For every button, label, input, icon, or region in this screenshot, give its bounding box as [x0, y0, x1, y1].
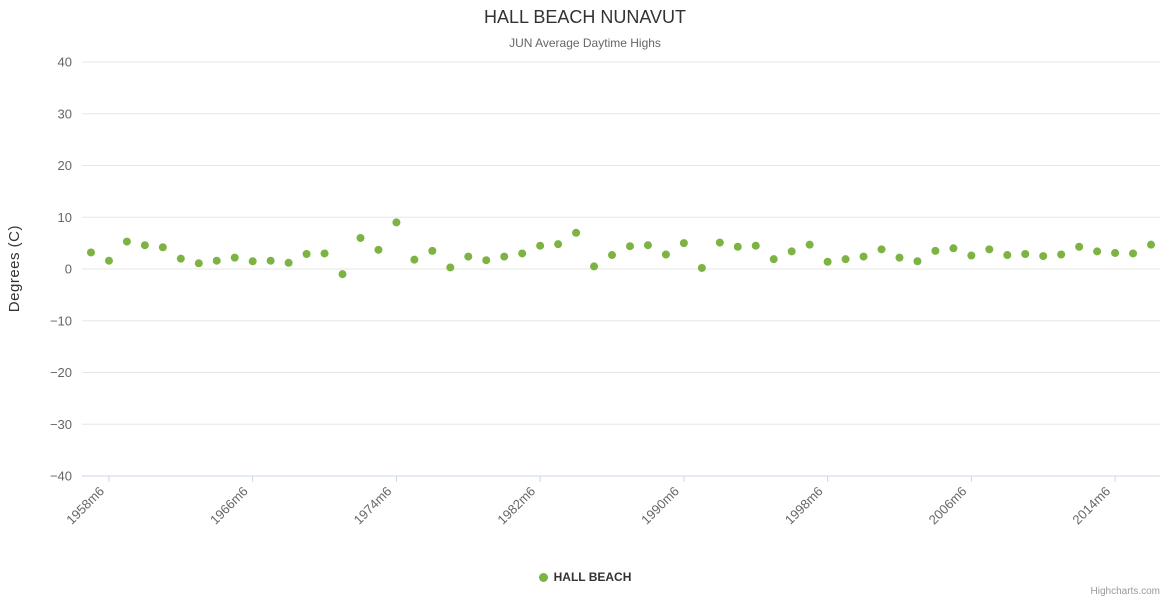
chart-title: HALL BEACH NUNAVUT — [483, 7, 687, 27]
data-point[interactable] — [122, 237, 131, 246]
y-tick-label: 10 — [58, 210, 72, 225]
data-point[interactable] — [500, 252, 509, 261]
data-point[interactable] — [590, 262, 599, 271]
legend: HALL BEACH — [0, 570, 1170, 584]
data-point[interactable] — [158, 243, 167, 252]
data-point[interactable] — [967, 251, 976, 260]
data-point[interactable] — [410, 255, 419, 264]
data-point[interactable] — [661, 250, 670, 259]
x-tick-label: 1966m6 — [207, 484, 251, 528]
data-point[interactable] — [212, 256, 221, 265]
data-point[interactable] — [482, 256, 491, 265]
data-point[interactable] — [518, 249, 527, 258]
data-point[interactable] — [320, 249, 329, 258]
data-point[interactable] — [823, 257, 832, 266]
y-tick-label: 40 — [58, 55, 72, 70]
x-tick-label: 1958m6 — [63, 484, 107, 528]
data-point[interactable] — [86, 248, 95, 257]
y-tick-label: 20 — [58, 158, 72, 173]
data-point[interactable] — [643, 241, 652, 250]
data-point[interactable] — [104, 256, 113, 265]
data-point[interactable] — [572, 228, 581, 237]
legend-marker-icon — [538, 572, 548, 582]
data-point[interactable] — [140, 241, 149, 250]
data-point[interactable] — [1003, 251, 1012, 260]
y-tick-label: −20 — [50, 365, 72, 380]
data-point[interactable] — [1111, 248, 1120, 257]
data-point[interactable] — [679, 239, 688, 248]
data-point[interactable] — [733, 242, 742, 251]
data-point[interactable] — [1129, 249, 1138, 258]
legend-item-hall-beach[interactable]: HALL BEACH — [538, 570, 632, 584]
data-point[interactable] — [895, 253, 904, 262]
data-point[interactable] — [554, 240, 563, 249]
data-point[interactable] — [1075, 242, 1084, 251]
data-point[interactable] — [1147, 240, 1156, 249]
data-point[interactable] — [931, 246, 940, 255]
data-point[interactable] — [985, 245, 994, 254]
data-point[interactable] — [608, 251, 617, 260]
data-point[interactable] — [859, 252, 868, 261]
data-point[interactable] — [338, 270, 347, 279]
data-point[interactable] — [751, 241, 760, 250]
data-point[interactable] — [356, 233, 365, 242]
data-point[interactable] — [464, 252, 473, 261]
data-point[interactable] — [841, 255, 850, 264]
x-tick-label: 2006m6 — [926, 484, 970, 528]
data-point[interactable] — [877, 245, 886, 254]
data-point[interactable] — [697, 263, 706, 272]
data-point[interactable] — [248, 257, 257, 266]
data-point[interactable] — [1093, 247, 1102, 256]
chart-subtitle: JUN Average Daytime Highs — [509, 36, 661, 50]
data-point[interactable] — [913, 257, 922, 266]
x-tick-label: 1974m6 — [351, 484, 395, 528]
highcharts-credit-link[interactable]: Highcharts.com — [1090, 586, 1160, 597]
data-point[interactable] — [805, 240, 814, 249]
data-point[interactable] — [284, 258, 293, 267]
data-point[interactable] — [1057, 250, 1066, 259]
x-tick-label: 1982m6 — [494, 484, 538, 528]
y-tick-label: −10 — [50, 313, 72, 328]
data-point[interactable] — [1021, 249, 1030, 258]
y-tick-label: −30 — [50, 417, 72, 432]
data-point[interactable] — [302, 249, 311, 258]
y-axis-title: Degrees (C) — [6, 62, 23, 476]
data-point[interactable] — [536, 241, 545, 250]
data-point[interactable] — [625, 242, 634, 251]
data-point[interactable] — [230, 253, 239, 262]
legend-item-label: HALL BEACH — [553, 570, 632, 584]
y-tick-label: 0 — [65, 262, 72, 277]
data-point[interactable] — [787, 247, 796, 256]
data-point[interactable] — [266, 256, 275, 265]
data-point[interactable] — [715, 238, 724, 247]
data-point[interactable] — [374, 245, 383, 254]
data-point[interactable] — [446, 263, 455, 272]
y-tick-label: 30 — [58, 106, 72, 121]
x-tick-label: 1998m6 — [782, 484, 826, 528]
data-point[interactable] — [1039, 252, 1048, 261]
data-point[interactable] — [769, 255, 778, 264]
x-tick-label: 1990m6 — [638, 484, 682, 528]
data-point[interactable] — [428, 246, 437, 255]
x-tick-label: 2014m6 — [1069, 484, 1113, 528]
data-point[interactable] — [176, 254, 185, 263]
data-point[interactable] — [392, 218, 401, 227]
y-axis-title-text: Degrees (C) — [6, 225, 23, 313]
data-point[interactable] — [949, 244, 958, 253]
y-tick-label: −40 — [50, 469, 72, 484]
data-point[interactable] — [194, 259, 203, 268]
